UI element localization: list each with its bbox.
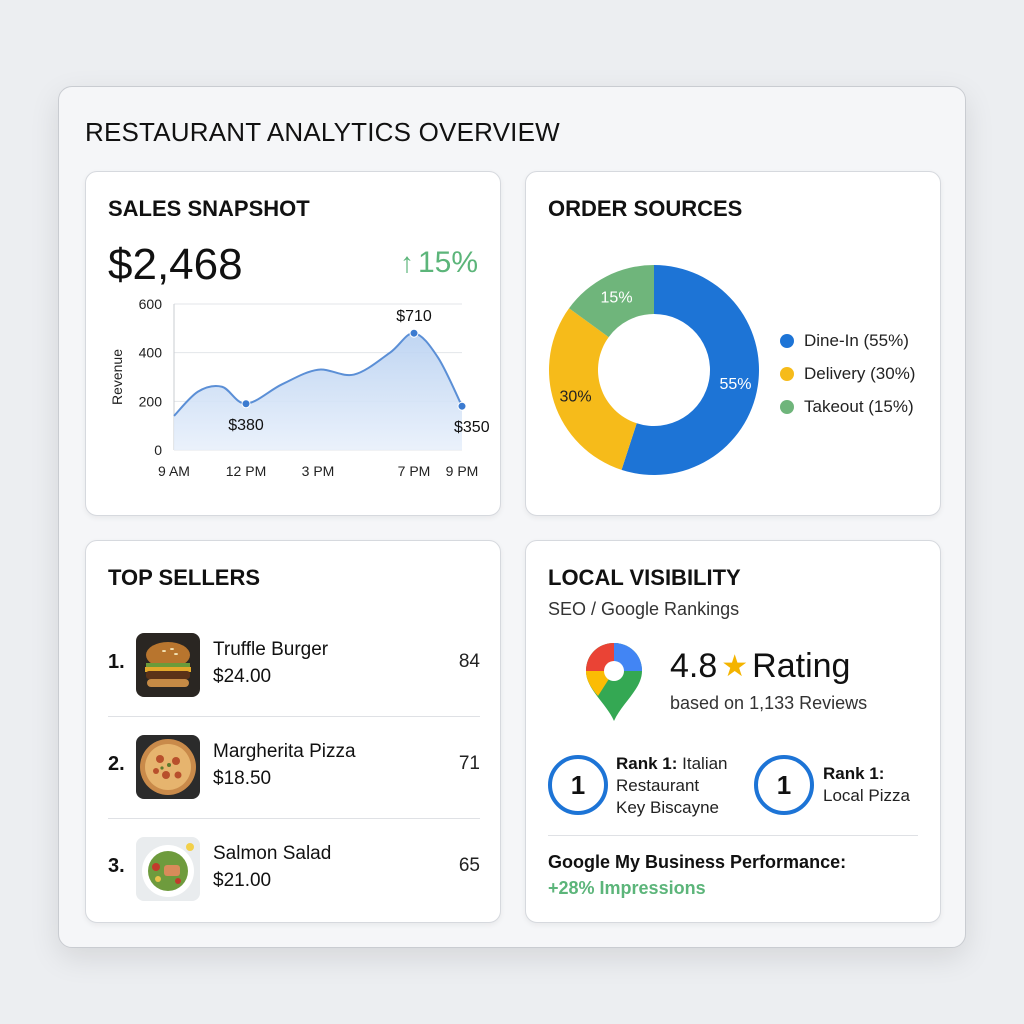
rank-line3: Key Biscayne [616, 798, 719, 817]
top-sellers-title: TOP SELLERS [108, 565, 261, 590]
x-tick-label: 9 AM [158, 463, 190, 479]
star-icon: ★ [721, 650, 749, 683]
rank-line2: Local Pizza [823, 786, 910, 805]
seller-count: 65 [458, 855, 480, 876]
up-arrow-icon: ↑ [399, 247, 414, 278]
donut-slice [621, 265, 759, 475]
legend-swatch [780, 366, 794, 381]
legend-item: Delivery (30%) [780, 357, 915, 390]
seller-count: 71 [458, 753, 480, 774]
y-tick-label: 600 [139, 298, 163, 312]
series-line [173, 332, 463, 417]
order-sources-card: ORDER SOURCES 55% 30% 15% Dine-In (55%) Del… [525, 171, 941, 516]
rank-badge: 1 [754, 755, 814, 815]
x-tick-label: 9 PM [446, 463, 479, 479]
area-fill [174, 333, 462, 450]
sales-delta-value: 15% [417, 246, 478, 279]
google-maps-pin-icon [586, 643, 642, 721]
slice-label: 55% [719, 376, 751, 393]
data-label: $710 [396, 308, 432, 325]
gmb-impressions: +28% Impressions [548, 878, 706, 898]
order-sources-donut-chart: 55% 30% 15% [549, 265, 759, 475]
x-tick-label: 12 PM [226, 463, 266, 479]
seller-name: Salmon Salad [213, 843, 332, 864]
slice-label: 30% [560, 388, 592, 405]
pizza-thumbnail-icon [136, 735, 200, 799]
rank-badge: 1 [548, 755, 608, 815]
list-item[interactable]: 3. Salmon Salad $21.00 65 [108, 829, 480, 909]
reviews-count: based on 1,133 Reviews [670, 693, 868, 713]
sales-delta: ↑ 15% [400, 246, 478, 280]
y-tick-label: 0 [154, 442, 162, 458]
x-tick-label: 7 PM [398, 463, 431, 479]
donut-slice [569, 265, 654, 338]
legend-item: Dine-In (55%) [780, 324, 915, 357]
rank-prefix: Rank 1: [616, 754, 678, 773]
sales-total: $2,468 [108, 240, 243, 289]
seller-rank: 2. [108, 753, 125, 775]
rating-value: 4.8 [670, 647, 718, 685]
seller-price: $21.00 [213, 870, 272, 891]
data-point [409, 328, 419, 338]
top-sellers-card: TOP SELLERS 1. Truffle Burger $24.00 84 … [85, 540, 501, 923]
list-item[interactable]: 1. Truffle Burger $24.00 84 [108, 625, 480, 717]
legend-label: Dine-In (55%) [804, 330, 909, 350]
donut-slice [549, 308, 637, 470]
legend-label: Delivery (30%) [804, 363, 916, 383]
seller-name: Truffle Burger [213, 639, 329, 660]
rank-line1: Italian [677, 754, 728, 773]
y-axis-label: Revenue [109, 349, 125, 405]
donut-legend: Dine-In (55%) Delivery (30%) Takeout (15%) [780, 324, 915, 423]
rank-line2: Restaurant [616, 776, 700, 795]
seller-rank: 1. [108, 651, 125, 673]
sales-snapshot-card: SALES SNAPSHOT $2,468 ↑ 15% 0 200 400 600 Rev… [85, 171, 501, 516]
local-subtitle: SEO / Google Rankings [548, 599, 740, 619]
y-tick-label: 200 [139, 393, 163, 409]
local-card-title: LOCAL VISIBILITY [548, 565, 741, 590]
sales-area-chart: 0 200 400 600 Revenue 9 AM 12 PM 3 PM 7 PM 9 PM $3… [109, 298, 490, 479]
rank-text-pizza: Rank 1: Local Pizza [823, 763, 910, 807]
sales-card-title: SALES SNAPSHOT [108, 196, 310, 221]
rank-text-italian: Rank 1: Italian Restaurant Key Biscayne [616, 753, 728, 819]
divider [548, 835, 918, 836]
local-visibility-card: LOCAL VISIBILITY SEO / Google Rankings 4… [525, 540, 941, 923]
seller-price: $18.50 [213, 768, 272, 789]
gmb-label: Google My Business Performance: [548, 852, 847, 872]
list-item[interactable]: 2. Margherita Pizza $18.50 71 [108, 727, 480, 819]
legend-swatch [780, 399, 794, 414]
burger-thumbnail-icon [136, 633, 200, 697]
dashboard-title: RESTAURANT ANALYTICS OVERVIEW [85, 117, 560, 147]
seller-count: 84 [458, 651, 480, 672]
rank-prefix: Rank 1: [823, 764, 885, 783]
salad-thumbnail-icon [136, 837, 200, 901]
slice-label: 15% [601, 289, 633, 306]
seller-rank: 3. [108, 855, 125, 877]
x-tick-label: 3 PM [302, 463, 335, 479]
rating-label: Rating [752, 647, 851, 685]
legend-label: Takeout (15%) [804, 396, 914, 416]
rating-line: 4.8 ★ Rating [670, 647, 850, 686]
data-point [241, 399, 251, 409]
seller-name: Margherita Pizza [213, 741, 356, 762]
data-point [457, 401, 467, 411]
orders-card-title: ORDER SOURCES [548, 196, 743, 221]
y-tick-label: 400 [139, 345, 163, 361]
legend-swatch [780, 333, 794, 348]
seller-price: $24.00 [213, 666, 272, 687]
data-label: $380 [228, 417, 264, 434]
data-label: $350 [454, 419, 490, 436]
legend-item: Takeout (15%) [780, 390, 915, 423]
analytics-dashboard: RESTAURANT ANALYTICS OVERVIEW SALES SNAP… [58, 86, 966, 948]
